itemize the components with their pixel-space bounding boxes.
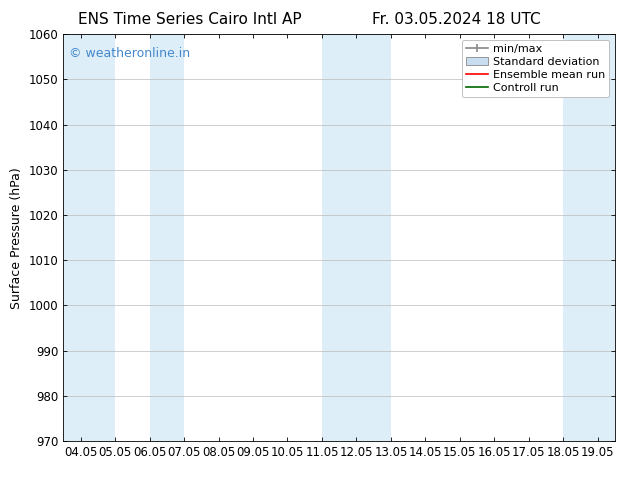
Text: Fr. 03.05.2024 18 UTC: Fr. 03.05.2024 18 UTC <box>372 12 541 27</box>
Text: ENS Time Series Cairo Intl AP: ENS Time Series Cairo Intl AP <box>79 12 302 27</box>
Text: © weatheronline.in: © weatheronline.in <box>69 47 190 59</box>
Bar <box>563 34 615 441</box>
Bar <box>63 34 115 441</box>
Bar <box>322 34 391 441</box>
Y-axis label: Surface Pressure (hPa): Surface Pressure (hPa) <box>10 167 23 309</box>
Legend: min/max, Standard deviation, Ensemble mean run, Controll run: min/max, Standard deviation, Ensemble me… <box>462 40 609 97</box>
Bar <box>150 34 184 441</box>
